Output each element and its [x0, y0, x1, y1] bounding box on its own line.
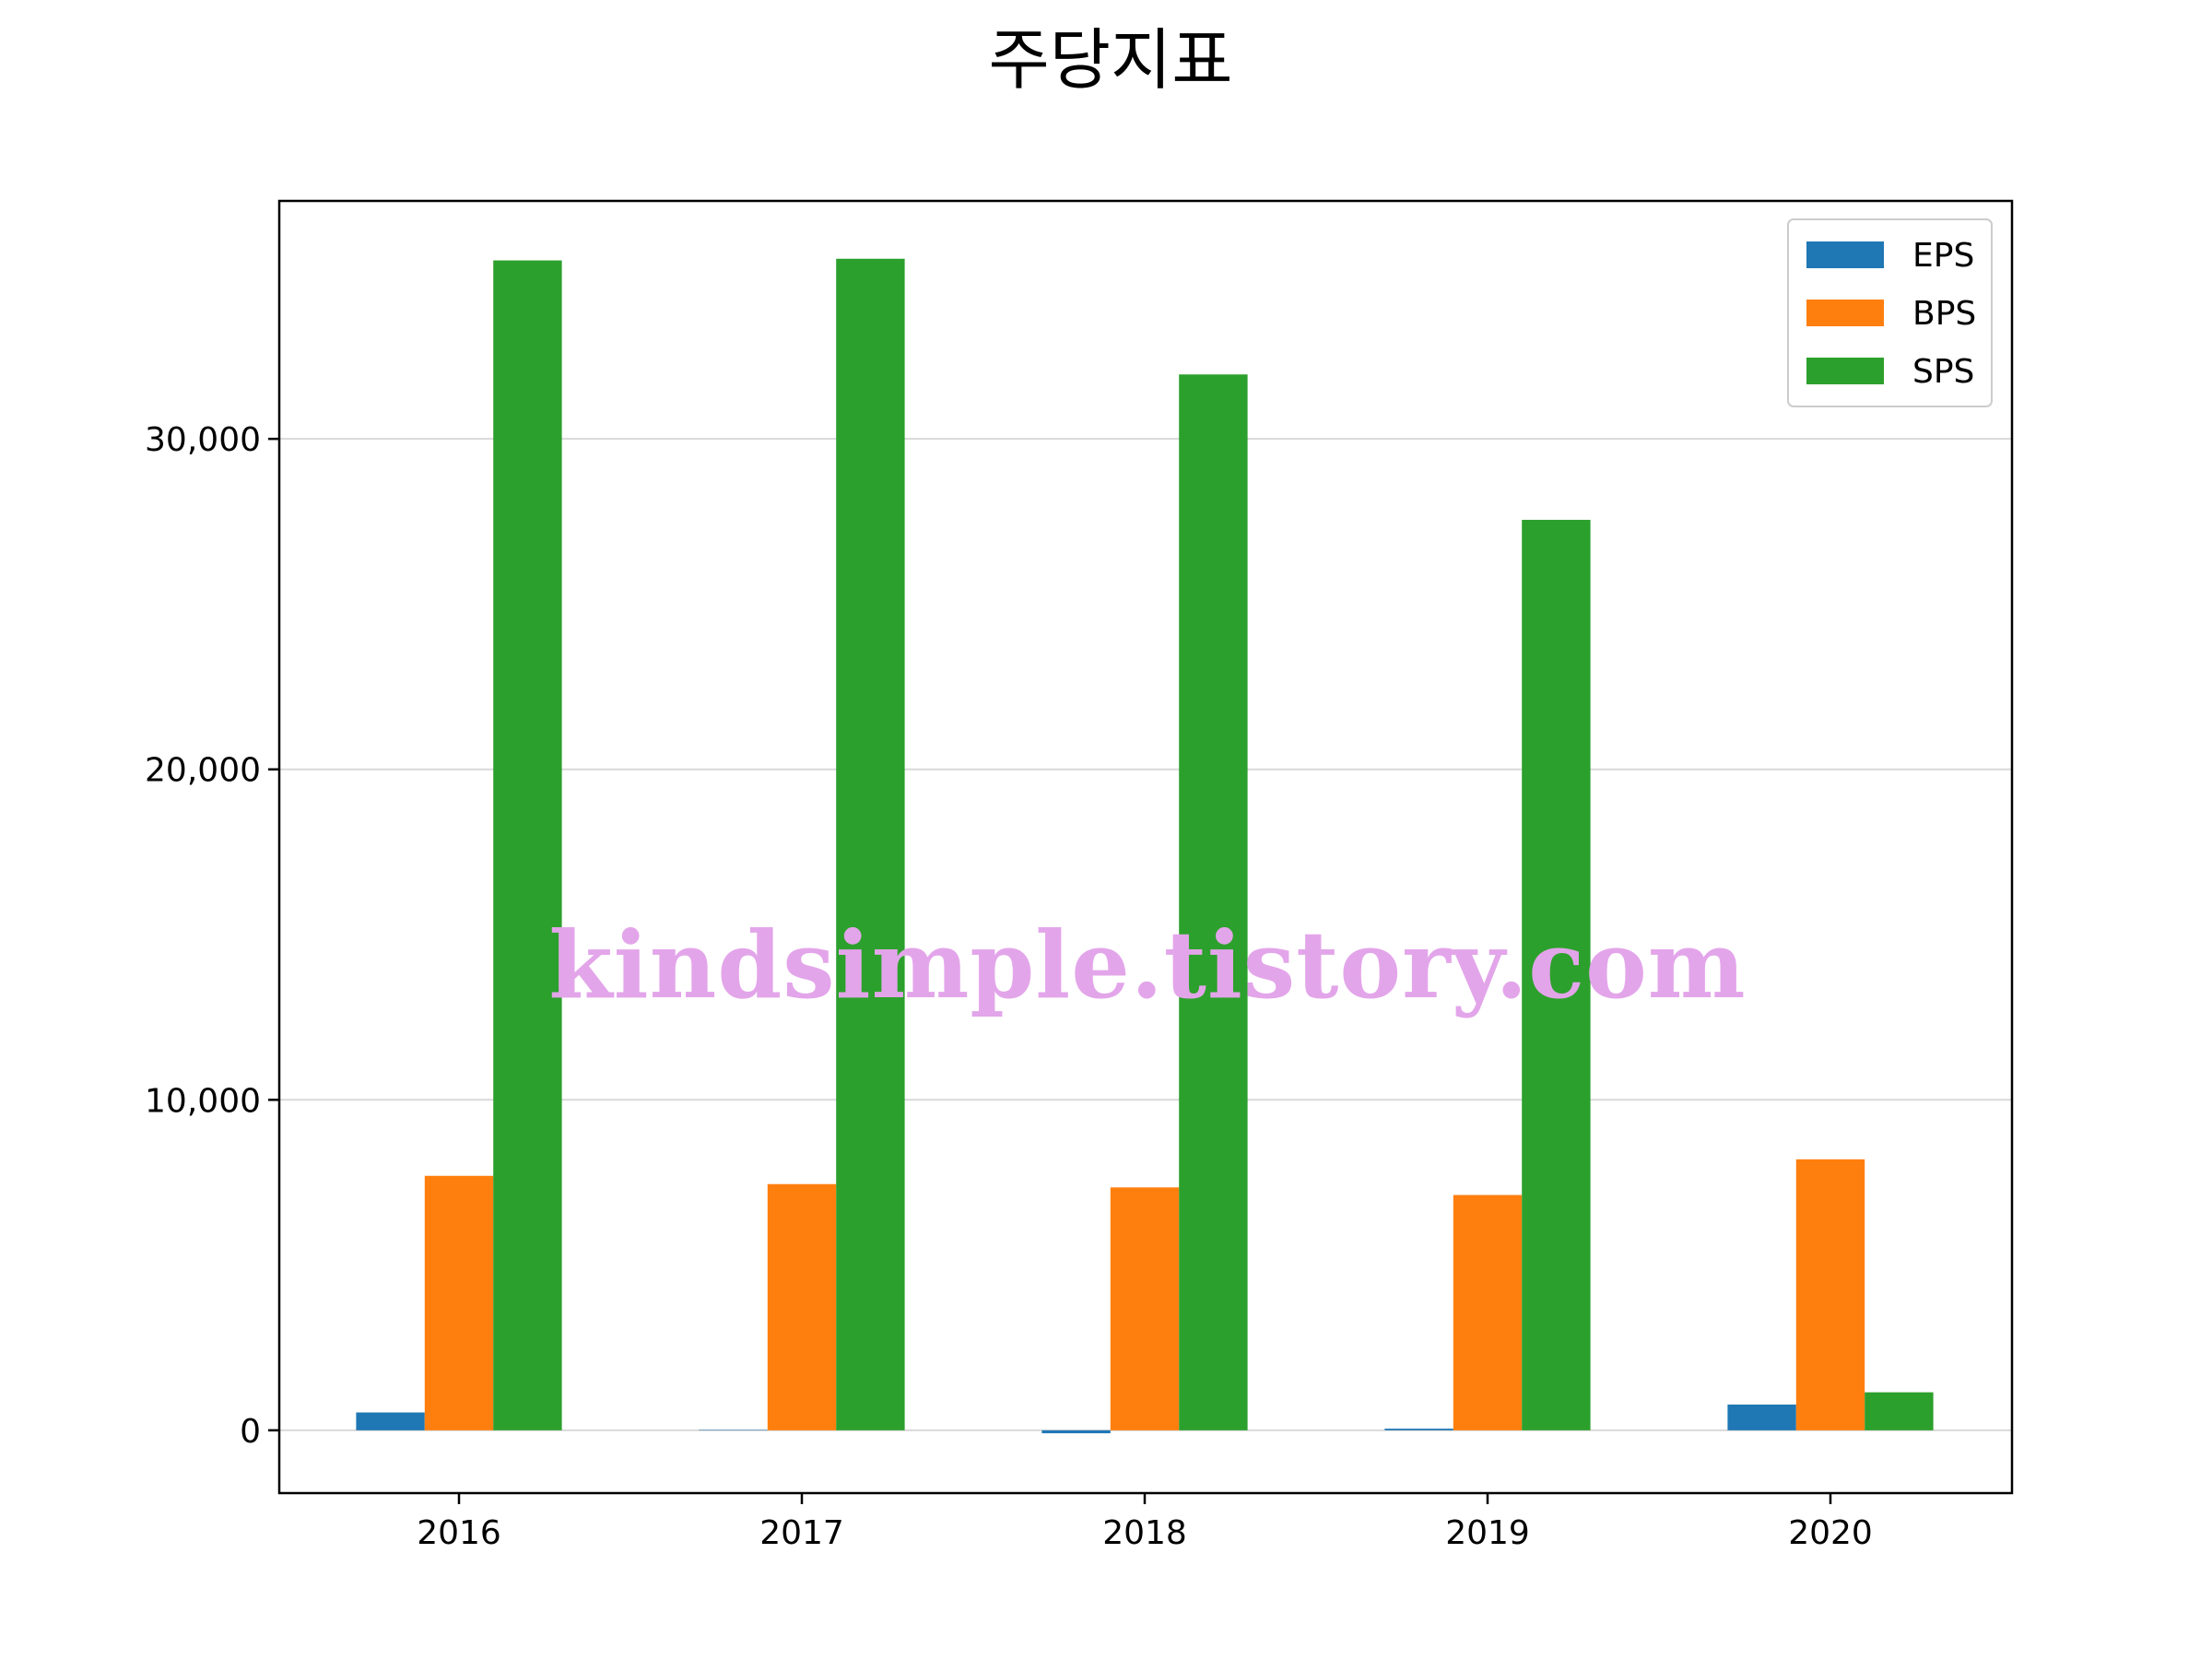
- bar-eps-2018: [1041, 1430, 1111, 1434]
- axis-ticks: 0 10,000 20,000 30,000 2016 2017 2018 2019 2020: [145, 421, 1873, 1552]
- legend-swatch-sps: [1806, 358, 1884, 384]
- bar-bps-2018: [1110, 1187, 1180, 1430]
- x-tick-label: 2016: [417, 1514, 501, 1552]
- legend: EPS BPS SPS: [1787, 218, 1993, 407]
- x-tick-label: 2018: [1102, 1514, 1187, 1552]
- bar-sps-2020: [1865, 1392, 1934, 1430]
- bar-eps-2016: [356, 1412, 425, 1430]
- legend-label-sps: SPS: [1912, 353, 1974, 391]
- y-tick-label: 20,000: [145, 752, 261, 790]
- bar-sps-2019: [1522, 520, 1591, 1430]
- legend-swatch-bps: [1806, 300, 1884, 326]
- legend-label-bps: BPS: [1912, 295, 1976, 333]
- y-tick-label: 30,000: [145, 421, 261, 459]
- bar-sps-2017: [836, 258, 905, 1430]
- bar-bps-2019: [1453, 1194, 1523, 1430]
- x-tick-label: 2017: [759, 1514, 844, 1552]
- bars: [356, 258, 1934, 1434]
- chart-title: 주당지표: [989, 21, 1233, 99]
- bar-bps-2016: [424, 1175, 494, 1430]
- bar-sps-2018: [1179, 374, 1248, 1430]
- legend-swatch-eps: [1806, 241, 1884, 268]
- bar-eps-2017: [699, 1430, 768, 1431]
- y-tick-label: 10,000: [145, 1082, 261, 1120]
- watermark: kindsimple.tistory.com: [548, 911, 1746, 1019]
- x-tick-label: 2019: [1445, 1514, 1530, 1552]
- legend-label-eps: EPS: [1912, 237, 1974, 275]
- bar-bps-2017: [767, 1183, 837, 1430]
- bar-eps-2020: [1727, 1404, 1796, 1430]
- bar-sps-2016: [493, 260, 562, 1430]
- bar-eps-2019: [1384, 1429, 1453, 1430]
- y-tick-label: 0: [240, 1413, 261, 1451]
- x-tick-label: 2020: [1788, 1514, 1873, 1552]
- bar-bps-2020: [1795, 1159, 1865, 1430]
